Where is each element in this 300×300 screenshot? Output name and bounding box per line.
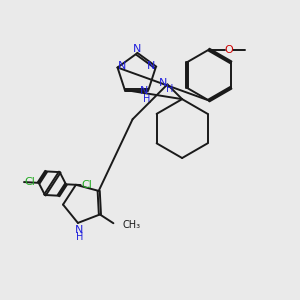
Text: O: O [225, 45, 233, 55]
Text: N: N [132, 44, 141, 54]
Text: H: H [142, 94, 150, 103]
Text: Cl: Cl [81, 180, 92, 190]
Text: H: H [76, 232, 83, 242]
Text: CH₃: CH₃ [123, 220, 141, 230]
Text: H: H [166, 84, 173, 94]
Text: N: N [75, 225, 83, 236]
Text: N: N [118, 61, 127, 71]
Text: N: N [147, 61, 155, 71]
Text: Cl: Cl [25, 177, 35, 187]
Text: N: N [140, 86, 148, 96]
Text: N: N [159, 78, 168, 88]
